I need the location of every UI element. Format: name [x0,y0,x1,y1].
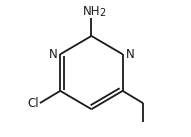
Text: N: N [49,48,57,61]
Text: 2: 2 [99,8,105,18]
Text: NH: NH [83,5,100,18]
Text: Cl: Cl [27,97,39,110]
Text: N: N [126,48,134,61]
